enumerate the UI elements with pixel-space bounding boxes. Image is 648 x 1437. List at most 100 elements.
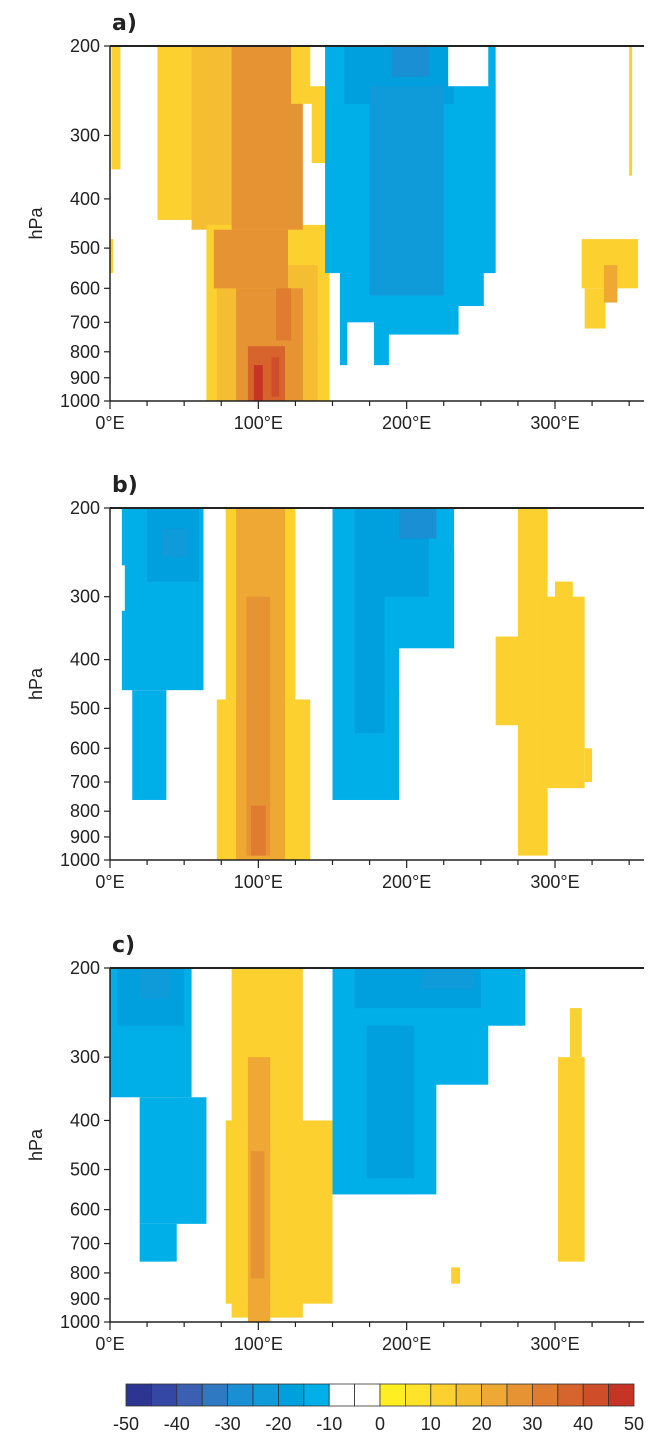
- heatmap-cell: [448, 46, 489, 87]
- heatmap-cell: [110, 775, 113, 800]
- panel-3: 0°E 100°E 200°E 300°E 200 300 400 500 600 700 800 9…: [26, 933, 644, 1354]
- heatmap-cell: [510, 46, 558, 87]
- colorbar-swatch: [506, 1383, 533, 1407]
- y-tick-label: 900: [70, 1289, 100, 1309]
- x-tick-label: 100°E: [234, 1334, 283, 1354]
- y-tick-label: 300: [70, 587, 100, 607]
- heatmap-cells: [110, 46, 639, 401]
- colorbar-tick-label: -10: [316, 1414, 342, 1434]
- y-axis-title: hPa: [26, 1128, 46, 1161]
- colorbar-swatch: [252, 1383, 279, 1407]
- heatmap-cell: [391, 46, 429, 77]
- heatmap-cell: [117, 694, 122, 726]
- x-tick-label: 200°E: [382, 872, 431, 892]
- colorbar-swatch: [532, 1383, 559, 1407]
- colorbar-swatch: [201, 1383, 228, 1407]
- heatmap-cell: [584, 968, 600, 999]
- heatmap-cell: [161, 528, 188, 557]
- colorbar-swatch: [430, 1383, 457, 1407]
- y-tick-label: 300: [70, 1047, 100, 1067]
- heatmap-cell: [569, 1008, 582, 1058]
- heatmap-cell: [421, 968, 474, 989]
- y-tick-label: 800: [70, 801, 100, 821]
- heatmap-cell: [552, 46, 564, 128]
- heatmap-cell: [451, 1267, 461, 1284]
- y-tick-label: 1000: [60, 391, 100, 411]
- y-tick-label: 600: [70, 278, 100, 298]
- colorbar-swatch: [608, 1383, 635, 1407]
- heatmap-cell: [225, 1120, 333, 1304]
- heatmap-cell: [246, 596, 271, 856]
- panel-label: c): [112, 933, 135, 958]
- heatmap-cell: [428, 648, 452, 691]
- heatmap-cell: [110, 239, 113, 274]
- y-tick-label: 800: [70, 1263, 100, 1283]
- y-tick-label: 600: [70, 738, 100, 758]
- y-tick-label: 200: [70, 958, 100, 978]
- heatmap-cell: [111, 46, 121, 170]
- heatmap-cell: [555, 581, 573, 611]
- heatmap-cell: [110, 1151, 118, 1195]
- colorbar-tick-label: 50: [624, 1414, 644, 1434]
- heatmap-cell: [606, 1186, 639, 1238]
- heatmap-cell: [347, 1223, 385, 1262]
- heatmap-cell: [560, 357, 576, 401]
- y-axis-title: hPa: [26, 667, 46, 700]
- heatmap-cell: [139, 1223, 177, 1262]
- colorbar-swatch: [176, 1383, 203, 1407]
- y-tick-label: 1000: [60, 850, 100, 870]
- heatmap-cell: [247, 346, 286, 401]
- x-tick-label: 200°E: [382, 413, 431, 433]
- heatmap-cell: [399, 508, 437, 539]
- heatmap-cell: [377, 288, 459, 335]
- heatmap-cell: [147, 799, 159, 822]
- heatmap-cell: [557, 1057, 585, 1262]
- colorbar-tick-label: -50: [113, 1414, 139, 1434]
- x-tick-label: 0°E: [95, 872, 124, 892]
- y-tick-label: 500: [70, 238, 100, 258]
- colorbar-swatch: [455, 1383, 483, 1407]
- x-tick-label: 100°E: [234, 413, 283, 433]
- heatmap-cell: [276, 288, 291, 341]
- heatmap-cell: [626, 968, 642, 1009]
- heatmap-cell: [139, 1097, 207, 1224]
- heatmap-cell: [366, 1025, 415, 1179]
- heatmap-cell: [169, 1261, 182, 1294]
- colorbar-tick-label: 30: [522, 1414, 542, 1434]
- heatmap-cell: [250, 805, 266, 856]
- colorbar-tick-label: -20: [265, 1414, 291, 1434]
- heatmap-cell: [636, 799, 644, 822]
- heatmap-cells: [110, 508, 644, 860]
- heatmap-cell: [213, 229, 288, 289]
- x-tick-label: 100°E: [234, 872, 283, 892]
- heatmap-cell: [636, 1151, 644, 1187]
- colorbar-swatch: [303, 1383, 330, 1407]
- heatmap-cell: [253, 365, 263, 401]
- heatmap-cell: [231, 46, 303, 230]
- x-tick-label: 0°E: [95, 1334, 124, 1354]
- heatmap-cell: [454, 508, 499, 548]
- colorbar: -50 -40 -30 -20 -10 0 10 20 30 40 50: [113, 1383, 644, 1434]
- heatmap-cell: [271, 357, 280, 397]
- heatmap-cell: [369, 86, 444, 296]
- colorbar-swatch: [557, 1383, 584, 1407]
- heatmap-cell: [117, 565, 125, 611]
- colorbar-swatch: [582, 1383, 610, 1407]
- y-tick-label: 700: [70, 1234, 100, 1254]
- y-tick-label: 200: [70, 36, 100, 56]
- y-tick-label: 900: [70, 827, 100, 847]
- x-tick-label: 300°E: [530, 1334, 579, 1354]
- heatmap-cell: [584, 748, 593, 782]
- heatmap-cell: [629, 46, 633, 176]
- colorbar-swatch: [481, 1383, 508, 1407]
- heatmap-cell: [250, 1151, 265, 1279]
- y-tick-label: 500: [70, 1160, 100, 1180]
- y-tick-label: 700: [70, 772, 100, 792]
- heatmap-cell: [543, 596, 585, 789]
- y-tick-label: 1000: [60, 1312, 100, 1332]
- heatmap-cell: [483, 273, 499, 329]
- x-tick-label: 200°E: [382, 1334, 431, 1354]
- heatmap-cell: [584, 288, 606, 329]
- x-tick-label: 0°E: [95, 413, 124, 433]
